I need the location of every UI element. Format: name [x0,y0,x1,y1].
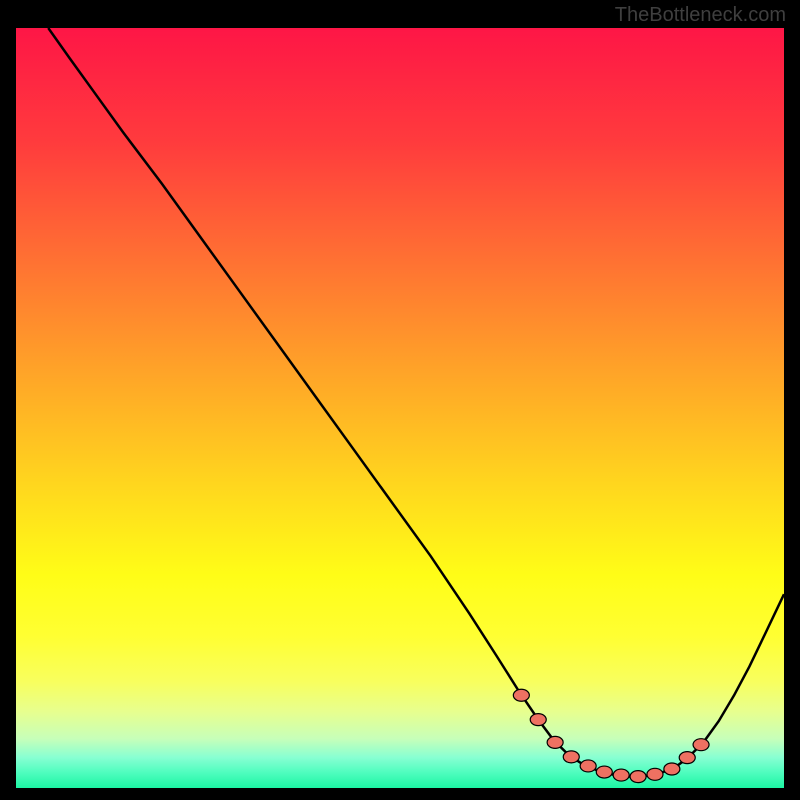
curve-beads [513,689,709,782]
bottleneck-curve [48,28,784,777]
bead-marker [596,766,612,778]
bead-marker [563,751,579,763]
bead-marker [647,768,663,780]
bead-marker [547,736,563,748]
bead-marker [530,714,546,726]
bead-marker [679,752,695,764]
bead-marker [580,760,596,772]
plot-area [16,28,784,788]
bead-marker [664,763,680,775]
bead-marker [513,689,529,701]
bead-marker [693,739,709,751]
bead-marker [630,771,646,783]
bead-marker [613,769,629,781]
watermark-text: TheBottleneck.com [615,4,786,27]
curve-layer [16,28,784,788]
